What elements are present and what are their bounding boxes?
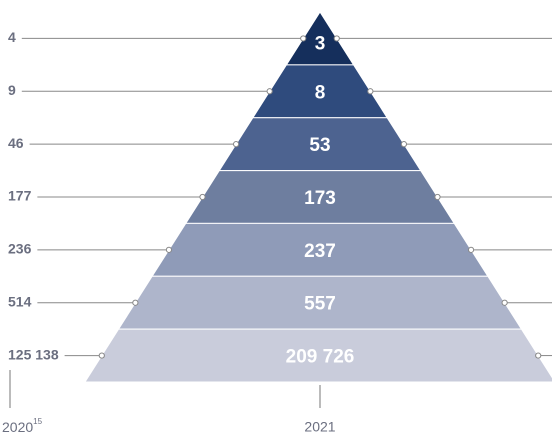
center-label: 8 xyxy=(315,82,326,103)
leader-dot xyxy=(199,193,206,201)
leader-dot xyxy=(367,88,374,95)
series-name: 202015 xyxy=(2,417,43,435)
leader-dot xyxy=(501,299,508,306)
leader-dot xyxy=(98,352,105,359)
leader-dot xyxy=(266,88,273,95)
leader-dot xyxy=(165,246,173,253)
center-label: 3 xyxy=(315,33,326,54)
left-label: 4 xyxy=(8,29,16,45)
center-label: 209 726 xyxy=(286,347,355,368)
leader-dot xyxy=(132,299,139,306)
center-label: 53 xyxy=(309,135,330,156)
center-label: 237 xyxy=(304,241,336,262)
leader-dot xyxy=(467,246,475,253)
pyramid: 4 3 9 8 46 53 177 173 236 237 514 557 125 138 209 726 xyxy=(8,11,552,383)
series-label: 2020 xyxy=(2,419,33,435)
leader-dot xyxy=(400,141,408,148)
left-label: 125 138 xyxy=(8,346,59,362)
leader-dot xyxy=(232,141,240,148)
center-label: 173 xyxy=(304,188,336,209)
leader-dot xyxy=(434,193,441,201)
left-label: 46 xyxy=(8,135,24,151)
left-label: 236 xyxy=(8,241,32,257)
center-label: 557 xyxy=(304,294,336,315)
left-label: 514 xyxy=(8,293,32,309)
footnote: 15 xyxy=(33,417,42,426)
leader-dot xyxy=(300,35,307,42)
leader-dot xyxy=(333,35,340,42)
left-label: 177 xyxy=(8,188,32,204)
left-label: 9 xyxy=(8,82,16,98)
leader-dot xyxy=(535,352,542,359)
pyramid-level xyxy=(84,328,552,383)
series-name: 2021 xyxy=(304,419,335,435)
